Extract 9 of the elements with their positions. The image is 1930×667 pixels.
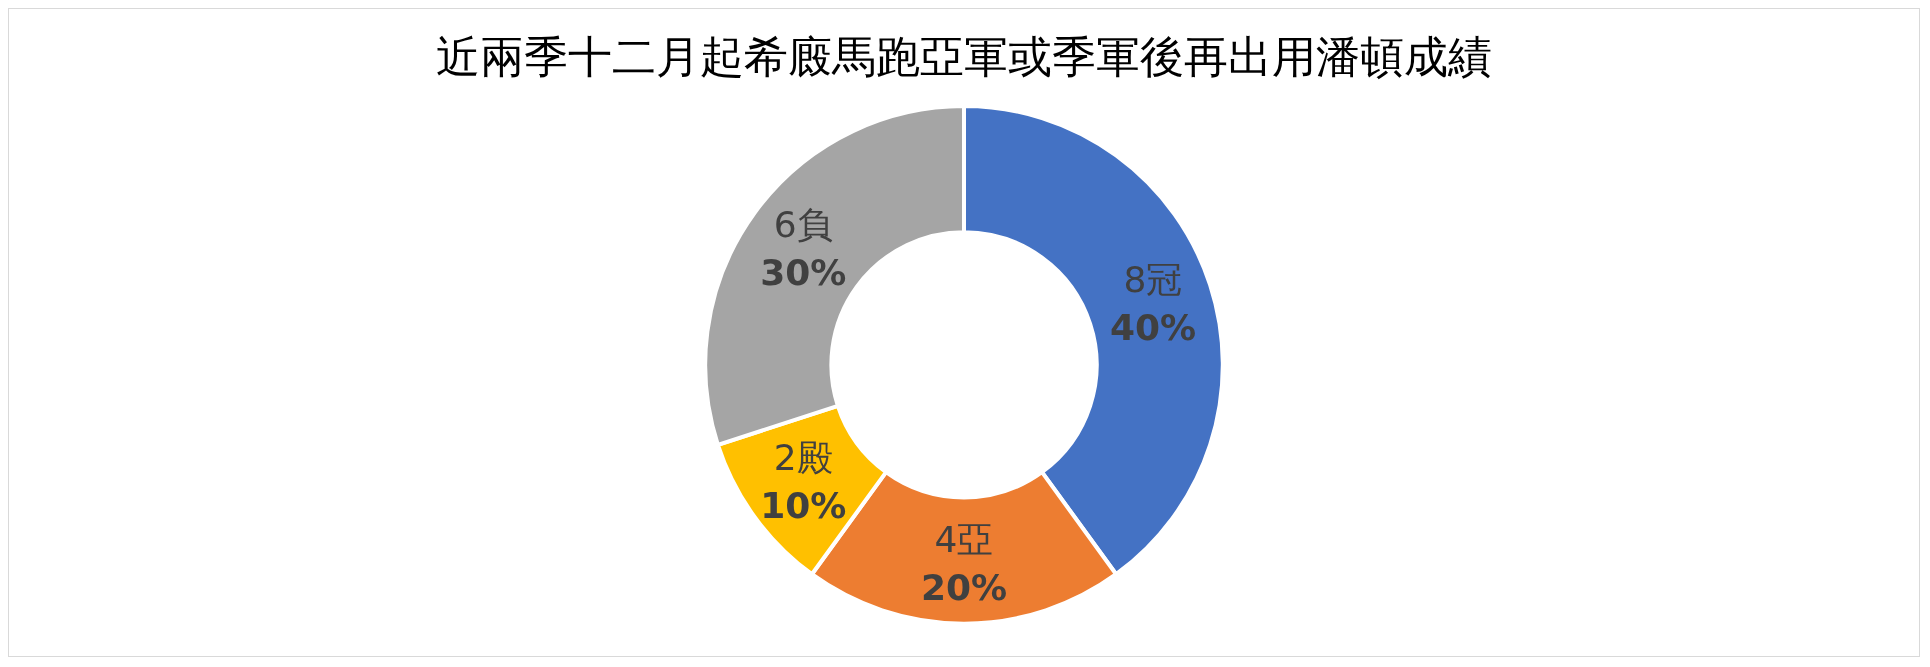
data-label: 30% [760,251,847,293]
slice-label: 8冠 [1123,258,1183,300]
chart-title: 近兩季十二月起希廄馬跑亞軍或季軍後再出用潘頓成績 [436,30,1492,82]
slice-label: 6負 [773,203,833,245]
data-label: 20% [920,567,1008,609]
data-label: 10% [760,485,847,527]
slice-label: 2殿 [773,437,833,479]
slice-label: 4亞 [934,519,994,561]
data-label: 40% [1109,306,1197,348]
